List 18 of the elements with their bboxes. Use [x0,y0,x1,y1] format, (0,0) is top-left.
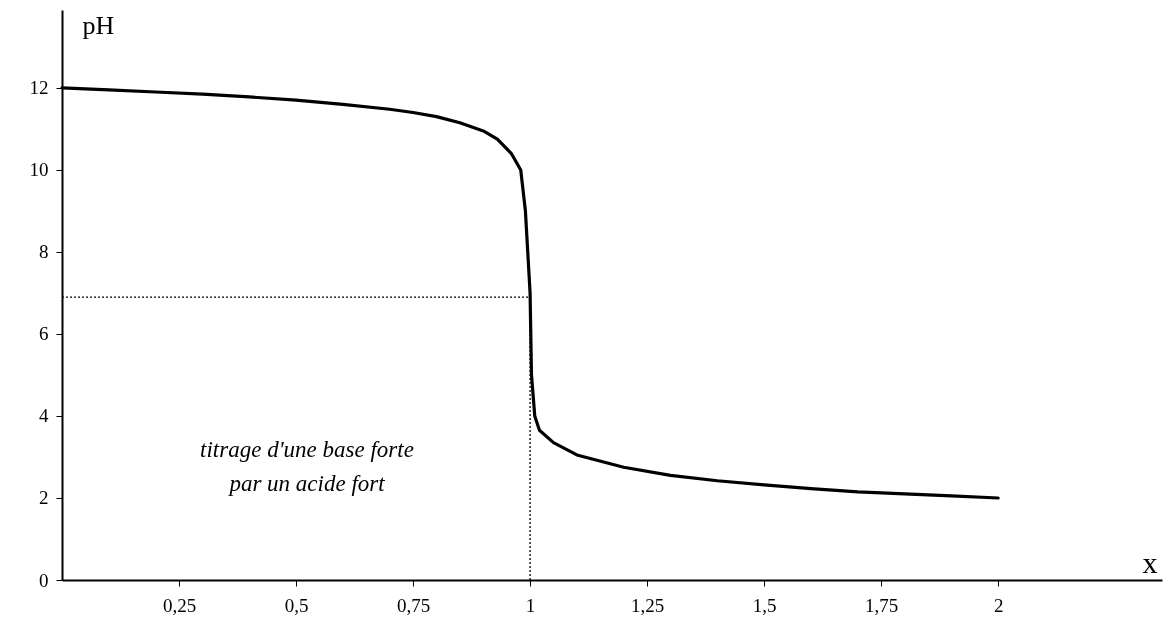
annotation: titrage d'une base forte par un acide fort [200,437,414,496]
x-tick-label: 1,75 [865,594,899,616]
x-tick-label: 0,5 [284,594,309,616]
x-tick-label: 0,25 [162,594,197,616]
x-tick-label: 2 [993,594,1004,616]
y-tick-label: 4 [39,405,49,427]
x-tick-label: 1,5 [752,594,777,616]
y-tick-label: 6 [39,323,49,345]
y-axis-title: pH [82,10,115,40]
y-tick-label: 10 [29,159,49,181]
x-tick-label: 1 [525,594,536,616]
x-tick-label: 0,75 [396,594,431,616]
x-axis-title: x [1142,545,1158,579]
x-tick-label: 1,25 [630,594,665,616]
y-tick-label: 2 [39,487,49,509]
y-tick-label: 12 [29,77,49,99]
y-tick-label: 0 [39,569,49,591]
y-tick-label: 8 [39,241,49,263]
